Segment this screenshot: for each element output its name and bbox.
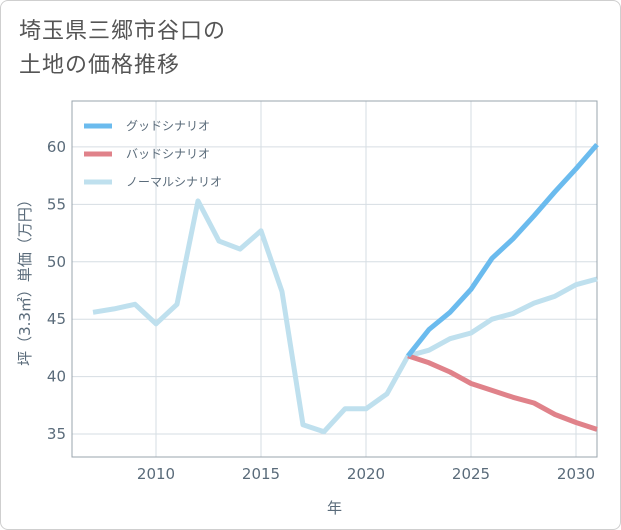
series-lines: [92, 142, 599, 435]
y-axis-title: 坪（3.3㎡）単価（万円）: [16, 192, 34, 366]
x-tick-label: 2025: [452, 465, 490, 483]
legend-label-0: グッドシナリオ: [126, 119, 210, 133]
chart-title-line-2: 土地の価格推移: [19, 53, 181, 78]
chart-title: 埼玉県三郷市谷口の 土地の価格推移: [19, 15, 226, 83]
y-tick-label: 55: [47, 195, 66, 213]
x-axis-ticks: 2010 2015 2020 2025 2030: [137, 465, 595, 483]
y-tick-label: 60: [47, 138, 66, 156]
x-tick-label: 2010: [137, 465, 175, 483]
x-tick-label: 2030: [557, 465, 595, 483]
x-tick-label: 2015: [242, 465, 280, 483]
y-tick-label: 50: [47, 253, 66, 271]
x-tick-label: 2020: [347, 465, 385, 483]
series-line-2: [92, 198, 598, 435]
series-line-0: [406, 142, 599, 358]
legend-label-2: ノーマルシナリオ: [126, 175, 222, 189]
chart-title-line-1: 埼玉県三郷市谷口の: [19, 19, 227, 44]
y-tick-label: 40: [47, 368, 66, 386]
x-axis-title: 年: [327, 499, 342, 517]
legend-label-1: バッドシナリオ: [126, 147, 210, 161]
series-line-1: [407, 353, 598, 432]
y-axis-ticks: 35 40 45 50 55 60: [47, 138, 66, 443]
y-tick-label: 35: [47, 425, 66, 443]
y-tick-label: 45: [47, 310, 66, 328]
